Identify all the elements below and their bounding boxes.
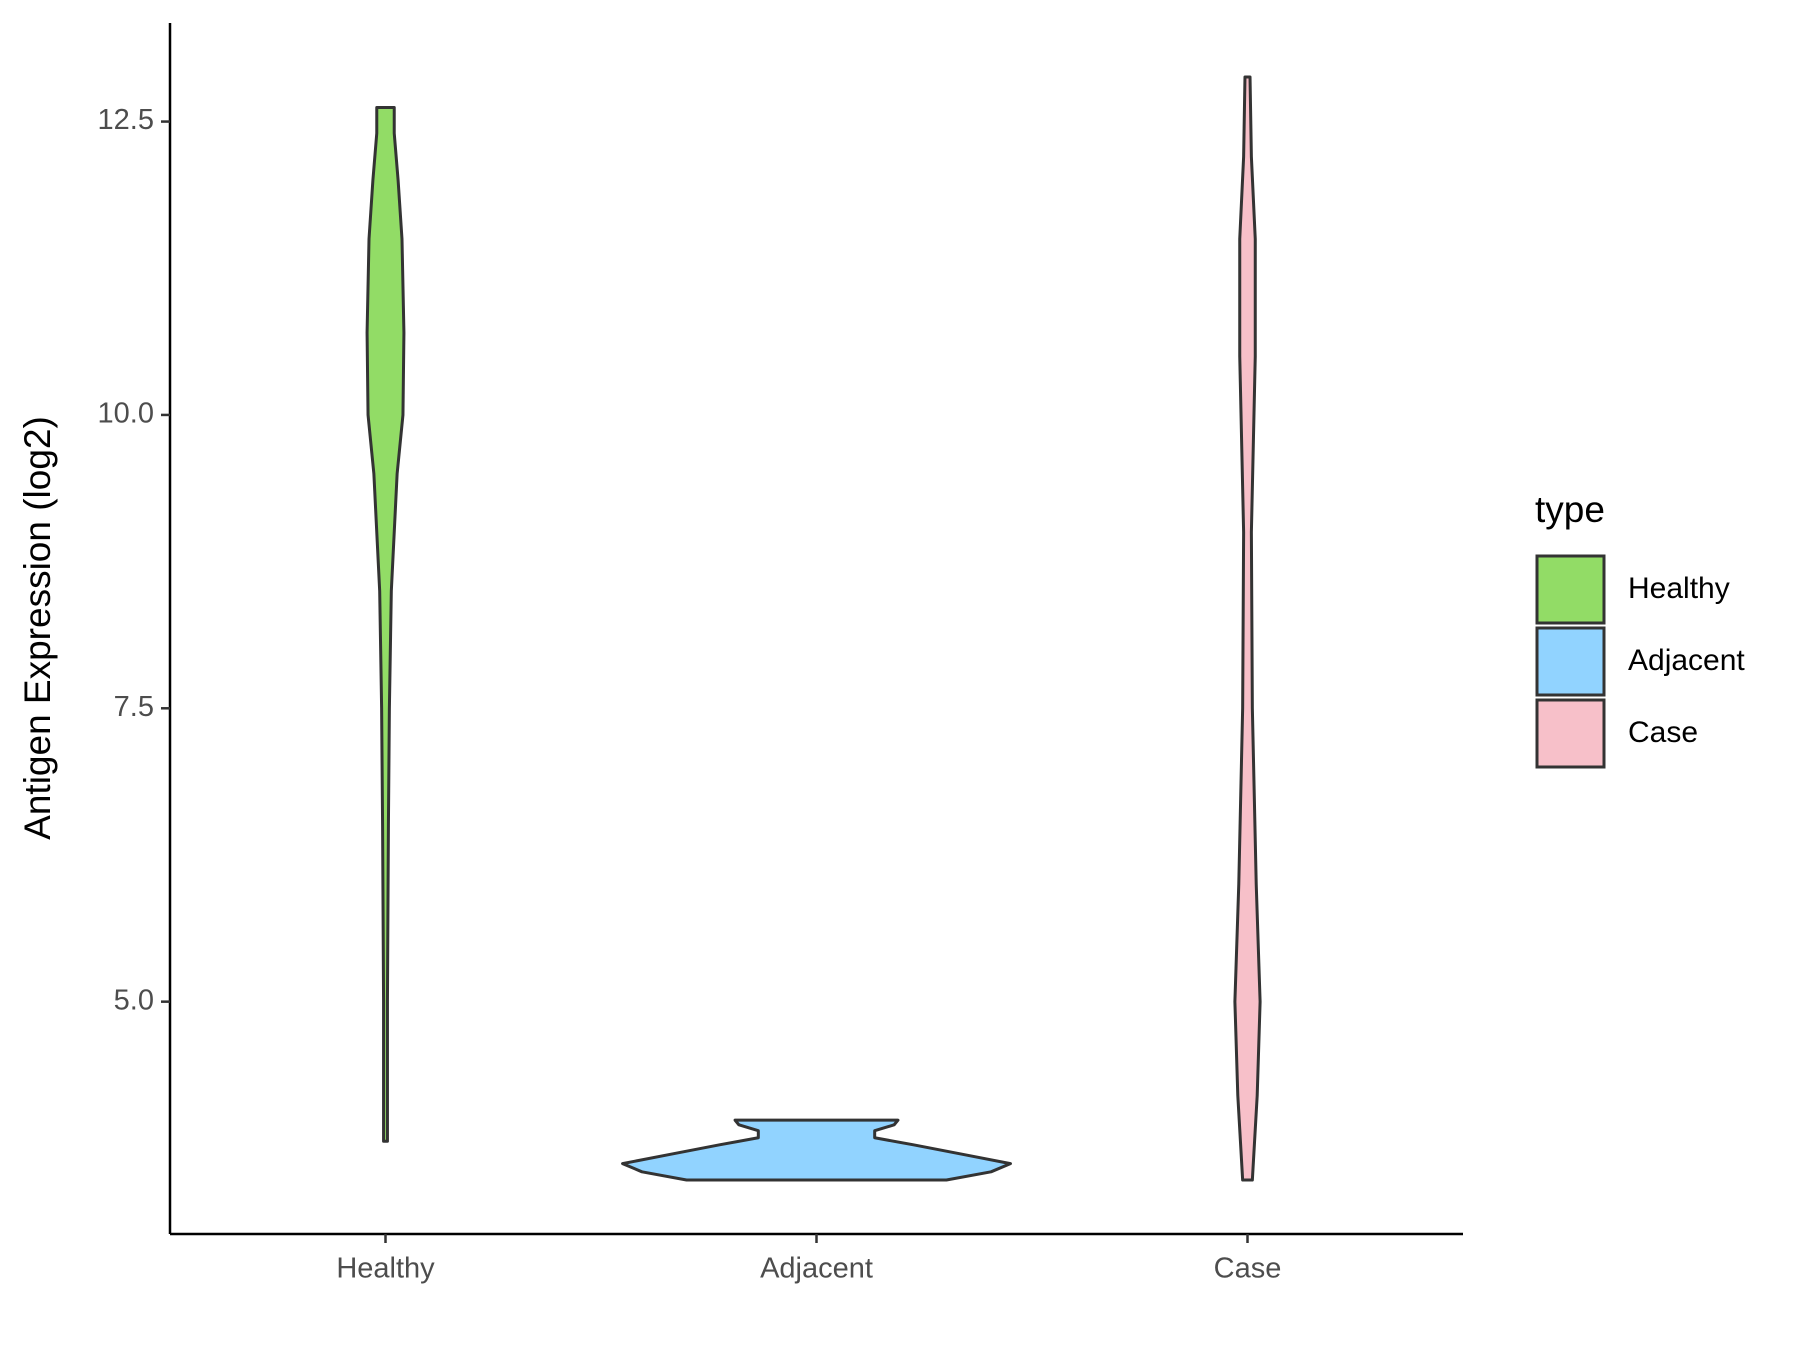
legend-key — [1535, 626, 1606, 697]
legend-label: Adjacent — [1628, 644, 1745, 677]
violin — [365, 105, 406, 1143]
legend-key — [1535, 698, 1606, 769]
legend-label: Case — [1628, 716, 1698, 749]
y-tick-label: 7.5 — [114, 691, 154, 723]
violin — [621, 1118, 1012, 1182]
violin — [1233, 75, 1262, 1182]
legend-title: type — [1535, 489, 1605, 530]
legend-key — [1535, 554, 1606, 625]
y-tick-label: 10.0 — [98, 398, 154, 430]
y-tick-label: 5.0 — [114, 984, 154, 1016]
y-tick-label: 12.5 — [98, 104, 154, 136]
y-axis-title: Antigen Expression (log2) — [17, 416, 58, 840]
x-tick-label: Healthy — [336, 1253, 435, 1285]
x-tick-label: Case — [1214, 1253, 1282, 1285]
legend-label: Healthy — [1628, 572, 1730, 605]
x-tick-label: Adjacent — [760, 1253, 873, 1285]
